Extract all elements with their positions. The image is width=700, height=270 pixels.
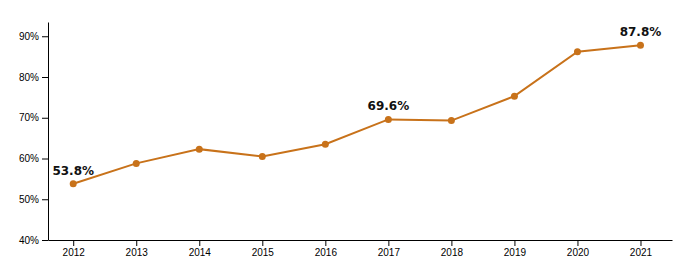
- annotation: 69.6%: [368, 99, 410, 113]
- x-tick: 2020: [567, 240, 590, 258]
- y-tick: 60%: [19, 153, 48, 164]
- x-tick: 2019: [504, 240, 527, 258]
- point: [637, 42, 644, 49]
- point: [385, 116, 392, 123]
- x-tick-label: 2012: [63, 247, 86, 258]
- x-tick-mark: [136, 240, 137, 246]
- x-tick-mark: [73, 240, 74, 246]
- x-axis-line: [49, 240, 673, 241]
- y-tick-mark: [42, 118, 48, 119]
- x-tick-mark: [451, 240, 452, 246]
- x-tick-mark: [199, 240, 200, 246]
- point: [574, 48, 581, 55]
- plot: 2012 2013 2014 2015 2016 2017 2018 2019 2020 2021…: [19, 23, 673, 259]
- y-tick-label: 50%: [19, 194, 39, 205]
- point: [259, 153, 266, 160]
- point: [322, 141, 329, 148]
- x-tick-mark: [388, 240, 389, 246]
- y-tick-mark: [42, 199, 48, 200]
- x-tick: 2013: [126, 240, 149, 258]
- x-tick-label: 2021: [630, 247, 653, 258]
- x-tick-label: 2016: [315, 247, 338, 258]
- y-tick-label: 90%: [19, 31, 39, 42]
- x-tick: 2018: [441, 240, 464, 258]
- point: [70, 180, 77, 187]
- x-tick-mark: [325, 240, 326, 246]
- y-tick-mark: [42, 77, 48, 78]
- x-tick: 2021: [630, 240, 653, 258]
- chart: 2012 2013 2014 2015 2016 2017 2018 2019 2020 2021…: [0, 0, 700, 270]
- x-tick: 2014: [189, 240, 212, 258]
- y-tick-label: 70%: [19, 112, 39, 123]
- x-tick-mark: [262, 240, 263, 246]
- x-tick: 2017: [378, 240, 401, 258]
- y-tick-label: 40%: [19, 235, 39, 246]
- annotations: 53.8% 69.6% 87.8%: [52, 25, 661, 178]
- y-tick-label: 60%: [19, 153, 39, 164]
- marks: [70, 42, 644, 188]
- annotation: 87.8%: [620, 25, 662, 39]
- line: [73, 45, 640, 184]
- x-tick-label: 2019: [504, 247, 527, 258]
- y-tick-mark: [42, 36, 48, 37]
- x-tick-label: 2015: [252, 247, 275, 258]
- point: [133, 160, 140, 167]
- x-tick-mark: [577, 240, 578, 246]
- x-tick-mark: [640, 240, 641, 246]
- x-tick-label: 2013: [126, 247, 149, 258]
- y-tick-label: 80%: [19, 72, 39, 83]
- y-tick: 80%: [19, 72, 48, 83]
- point: [511, 93, 518, 100]
- x-tick: 2012: [63, 240, 86, 258]
- annotation: 53.8%: [52, 164, 94, 178]
- x-tick-mark: [514, 240, 515, 246]
- x-tick: 2015: [252, 240, 275, 258]
- x-tick-label: 2018: [441, 247, 464, 258]
- y-axis-line: [48, 23, 49, 241]
- y-tick-mark: [42, 240, 48, 241]
- y-tick-mark: [42, 159, 48, 160]
- y-tick: 40%: [19, 235, 48, 246]
- y-axis: 40% 50% 60% 70% 80% 90%: [19, 23, 49, 246]
- y-tick: 70%: [19, 112, 48, 123]
- x-tick-label: 2017: [378, 247, 401, 258]
- x-axis: 2012 2013 2014 2015 2016 2017 2018 2019 2020 2021: [49, 240, 673, 258]
- y-tick: 90%: [19, 31, 48, 42]
- y-tick: 50%: [19, 194, 48, 205]
- point: [196, 146, 203, 153]
- x-tick-label: 2020: [567, 247, 590, 258]
- x-tick-label: 2014: [189, 247, 212, 258]
- x-tick: 2016: [315, 240, 338, 258]
- point: [448, 117, 455, 124]
